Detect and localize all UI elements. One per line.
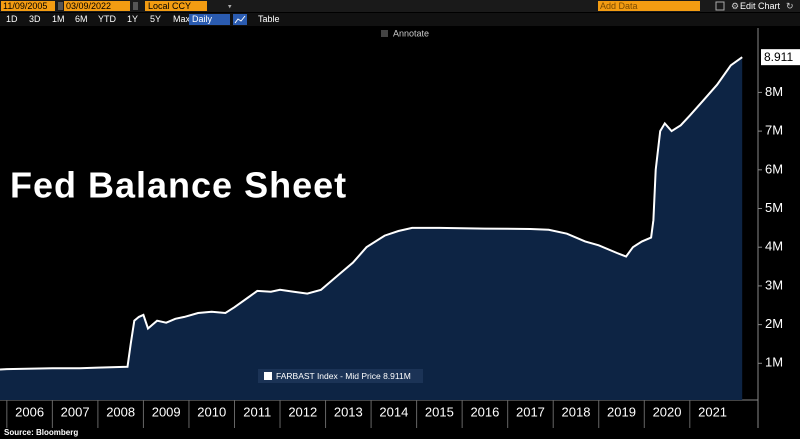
last-value-box	[761, 49, 800, 66]
start-date[interactable]: 11/09/2005	[3, 1, 47, 11]
x-tick-label: 2021	[698, 404, 727, 419]
x-tick-label: 2015	[425, 404, 454, 419]
refresh-icon[interactable]: ↻	[786, 1, 794, 11]
annotate-icon[interactable]	[381, 30, 388, 37]
legend-label: FARBAST Index - Mid Price 8.911M	[276, 371, 411, 381]
currency-field[interactable]	[145, 1, 207, 11]
legend: FARBAST Index - Mid Price 8.911M	[258, 369, 423, 383]
gear-icon[interactable]: ⚙	[731, 1, 739, 11]
y-tick-label: 6M	[765, 161, 783, 176]
currency[interactable]: Local CCY	[148, 1, 191, 11]
x-tick-label: 2006	[15, 404, 44, 419]
end-date-field[interactable]	[64, 1, 130, 11]
range-button[interactable]: Max	[173, 14, 191, 24]
y-tick-label: 8M	[765, 84, 783, 99]
chart-title: Fed Balance Sheet	[10, 165, 347, 206]
x-tick-label: 2011	[243, 404, 271, 419]
y-tick-label: 1M	[765, 355, 783, 370]
x-tick-label: 2018	[562, 404, 591, 419]
x-tick-label: 2020	[653, 404, 682, 419]
end-date[interactable]: 03/09/2022	[66, 1, 111, 11]
table-button[interactable]: Table	[258, 14, 280, 24]
add-data-field[interactable]	[598, 1, 700, 11]
icon[interactable]	[715, 1, 725, 11]
calendar-icon[interactable]	[58, 2, 63, 10]
range-button[interactable]: YTD	[98, 14, 117, 24]
area	[0, 57, 743, 400]
range-button[interactable]: 6M	[75, 14, 88, 24]
y-tick-label: 2M	[765, 316, 783, 331]
range-button[interactable]: 5Y	[150, 14, 161, 24]
x-axis-strip	[0, 400, 800, 428]
add-data[interactable]: Add Data	[600, 1, 638, 11]
range-button[interactable]: 1D	[6, 14, 18, 24]
calendar-icon[interactable]	[133, 2, 138, 10]
frequency[interactable]: Daily	[192, 14, 213, 24]
annotate[interactable]: Annotate	[393, 28, 429, 38]
legend-swatch	[264, 372, 272, 380]
last-value-label: 8.911	[764, 50, 793, 64]
x-tick-label: 2014	[379, 404, 408, 419]
edit-chart[interactable]: Edit Chart	[740, 1, 781, 11]
y-tick-label: 3M	[765, 277, 783, 292]
chart-icon-line	[234, 15, 246, 24]
x-tick-label: 2012	[288, 404, 317, 419]
frequency-dropdown[interactable]	[189, 14, 230, 25]
line	[0, 56, 743, 371]
chart-icon[interactable]	[233, 14, 247, 25]
x-tick-label: 2019	[607, 404, 636, 419]
legend-box	[258, 369, 423, 383]
dropdown-arrow[interactable]: ▾	[228, 3, 232, 10]
x-tick-label: 2010	[197, 404, 226, 419]
source: Source: Bloomberg	[4, 428, 78, 437]
y-tick-label: 7M	[765, 123, 783, 138]
range-button[interactable]: 1Y	[127, 14, 138, 24]
toolbar	[0, 13, 800, 26]
x-tick-label: 2013	[334, 404, 363, 419]
x-tick-label: 2016	[470, 404, 499, 419]
y-tick-label: 4M	[765, 239, 783, 254]
range-button[interactable]: 1M	[52, 14, 65, 24]
range-button[interactable]: 3D	[29, 14, 41, 24]
x-tick-label: 2008	[106, 404, 135, 419]
start-date-field[interactable]	[1, 1, 55, 11]
x-tick-label: 2009	[152, 404, 181, 419]
x-tick-label: 2007	[61, 404, 90, 419]
y-tick-label: 5M	[765, 200, 783, 215]
x-tick-label: 2017	[516, 404, 545, 419]
